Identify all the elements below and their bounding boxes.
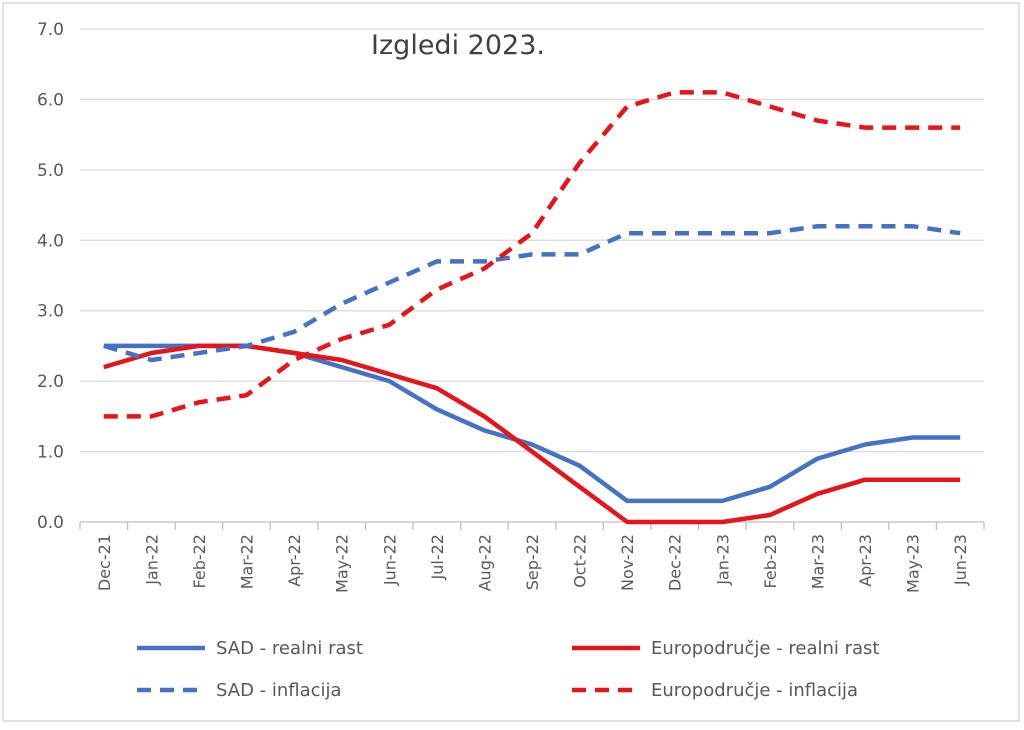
- x-tick-label: Apr-23: [856, 534, 875, 587]
- y-tick-label: 0.0: [37, 513, 64, 533]
- legend-label: Europodručje - inflacija: [651, 680, 858, 701]
- series-line-3: [103, 90, 961, 419]
- x-tick-label: May-23: [904, 534, 923, 593]
- x-tick-label: Jun-22: [380, 534, 399, 586]
- y-tick-label: 3.0: [37, 302, 64, 322]
- x-tick-label: Dec-22: [666, 534, 685, 591]
- x-tick-label: Mar-22: [238, 534, 257, 589]
- x-tick-label: May-22: [333, 534, 352, 593]
- x-tick-label: Feb-22: [190, 534, 209, 588]
- y-tick-label: 5.0: [37, 161, 64, 181]
- legend-label: SAD - inflacija: [216, 680, 342, 701]
- y-tick-label: 4.0: [37, 231, 64, 251]
- y-tick-label: 6.0: [37, 90, 64, 110]
- x-tick-label: Jul-22: [428, 534, 447, 580]
- x-tick-label: Feb-23: [761, 534, 780, 588]
- x-tick-label: Oct-22: [571, 534, 590, 588]
- series-line-2: [103, 223, 961, 363]
- x-tick-label: Jun-23: [951, 534, 970, 586]
- y-tick-label: 2.0: [37, 372, 64, 392]
- chart-title: Izgledi 2023.: [371, 30, 545, 61]
- x-tick-label: Sep-22: [523, 534, 542, 590]
- y-tick-label: 7.0: [37, 20, 64, 40]
- x-tick-label: Aug-22: [475, 534, 494, 591]
- legend-label: SAD - realni rast: [216, 638, 363, 659]
- x-tick-label: Mar-23: [808, 534, 827, 589]
- x-tick-label: Apr-22: [285, 534, 304, 587]
- x-tick-label: Jan-23: [713, 534, 732, 586]
- legend-label: Europodručje - realni rast: [651, 638, 880, 659]
- y-tick-label: 1.0: [37, 443, 64, 463]
- x-tick-label: Dec-21: [95, 534, 114, 591]
- x-tick-label: Jan-22: [142, 534, 161, 586]
- x-tick-label: Nov-22: [618, 534, 637, 591]
